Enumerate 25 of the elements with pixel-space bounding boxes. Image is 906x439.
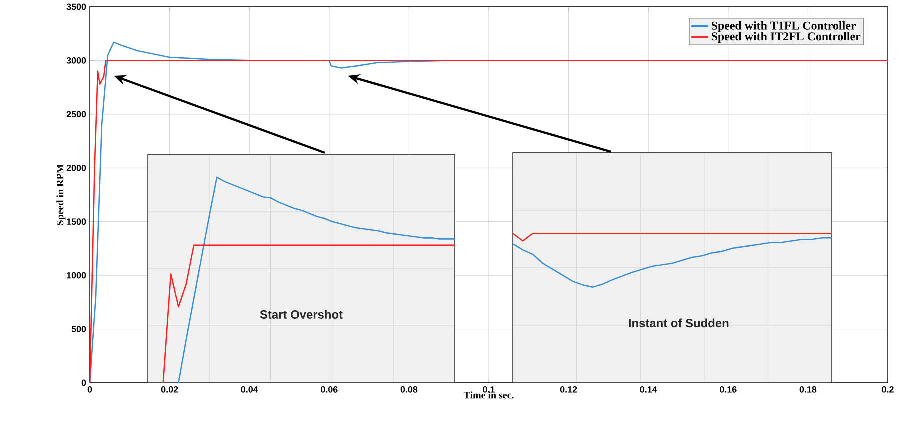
x-tick-label: 0.06 [321,386,338,393]
annotation: Start Overshot [260,310,343,319]
x-tick-label: 0.04 [241,386,258,393]
x-tick-label: 0.1 [483,386,495,393]
annotation: Instant of Sudden [629,318,729,328]
y-tick-label: 1500 [67,218,86,226]
y-tick-label: 0 [82,380,86,386]
legend-label: Speed with IT2FL Controller [712,32,861,44]
x-tick-label: 0.02 [161,386,178,393]
y-tick-label: 3500 [66,4,86,10]
y-tick-label: 1000 [67,272,86,279]
x-tick-label: 0.2 [882,386,894,393]
y-tick-label: 3000 [66,58,86,64]
x-tick-label: 0.14 [640,386,658,393]
x-tick-label: 0.18 [800,386,817,393]
x-tick-label: 0.16 [720,386,737,393]
legend-label: Speed with T1FL Controller [712,21,856,32]
x-tick-label: 0.08 [400,386,418,393]
y-axis-title: Speed in RPM [56,164,66,226]
y-tick-label: 500 [72,326,86,332]
y-tick-label: 2500 [66,111,86,118]
x-tick-label: 0 [88,386,92,393]
y-tick-label: 2000 [66,164,86,172]
x-axis-title: Time in sec. [464,392,514,399]
x-tick-label: 0.12 [560,386,578,393]
